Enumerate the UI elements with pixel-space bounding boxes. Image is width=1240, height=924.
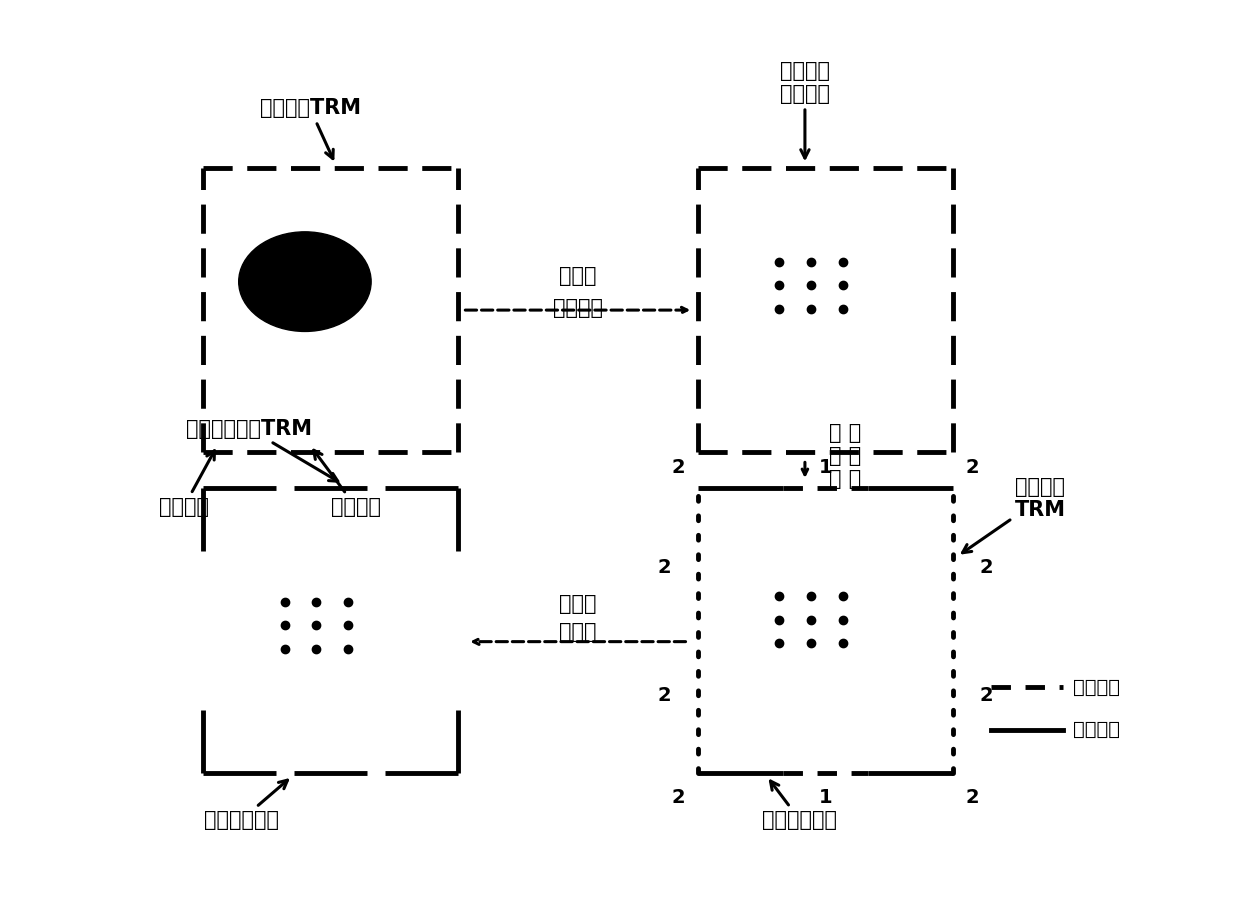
Text: 稀疏单元
TRM: 稀疏单元 TRM [962, 477, 1066, 553]
Text: 2: 2 [980, 687, 993, 705]
Text: 值要求: 值要求 [559, 622, 596, 642]
Text: 离散化的
受能区域: 离散化的 受能区域 [780, 61, 830, 158]
Text: 密集单元TRM: 密集单元TRM [259, 99, 361, 159]
Text: 未选单元: 未选单元 [1073, 677, 1120, 697]
Text: 2: 2 [965, 788, 978, 808]
Text: 1: 1 [818, 457, 832, 477]
Text: 2: 2 [672, 788, 686, 808]
Text: 选中单元: 选中单元 [1073, 721, 1120, 739]
Text: 2: 2 [980, 558, 993, 578]
Text: 2: 2 [672, 457, 686, 477]
Text: 最优有源单元: 最优有源单元 [203, 780, 288, 830]
Text: 增益补偿因子: 增益补偿因子 [763, 781, 837, 830]
Ellipse shape [239, 232, 371, 332]
Text: 最优稀疏单元TRM: 最优稀疏单元TRM [186, 419, 337, 481]
Text: 离散化: 离散化 [559, 265, 596, 286]
Text: 效率阈: 效率阈 [559, 593, 596, 614]
Text: 受能区域: 受能区域 [314, 450, 381, 517]
Text: 1: 1 [818, 788, 832, 808]
Text: 旁 瓣
阈 值
要 求: 旁 瓣 阈 值 要 求 [830, 423, 862, 489]
Text: 2: 2 [657, 558, 671, 578]
Text: 基本单元: 基本单元 [159, 451, 215, 517]
Text: 2: 2 [965, 457, 978, 477]
Text: 受能区域: 受能区域 [553, 298, 603, 318]
Text: 2: 2 [657, 687, 671, 705]
